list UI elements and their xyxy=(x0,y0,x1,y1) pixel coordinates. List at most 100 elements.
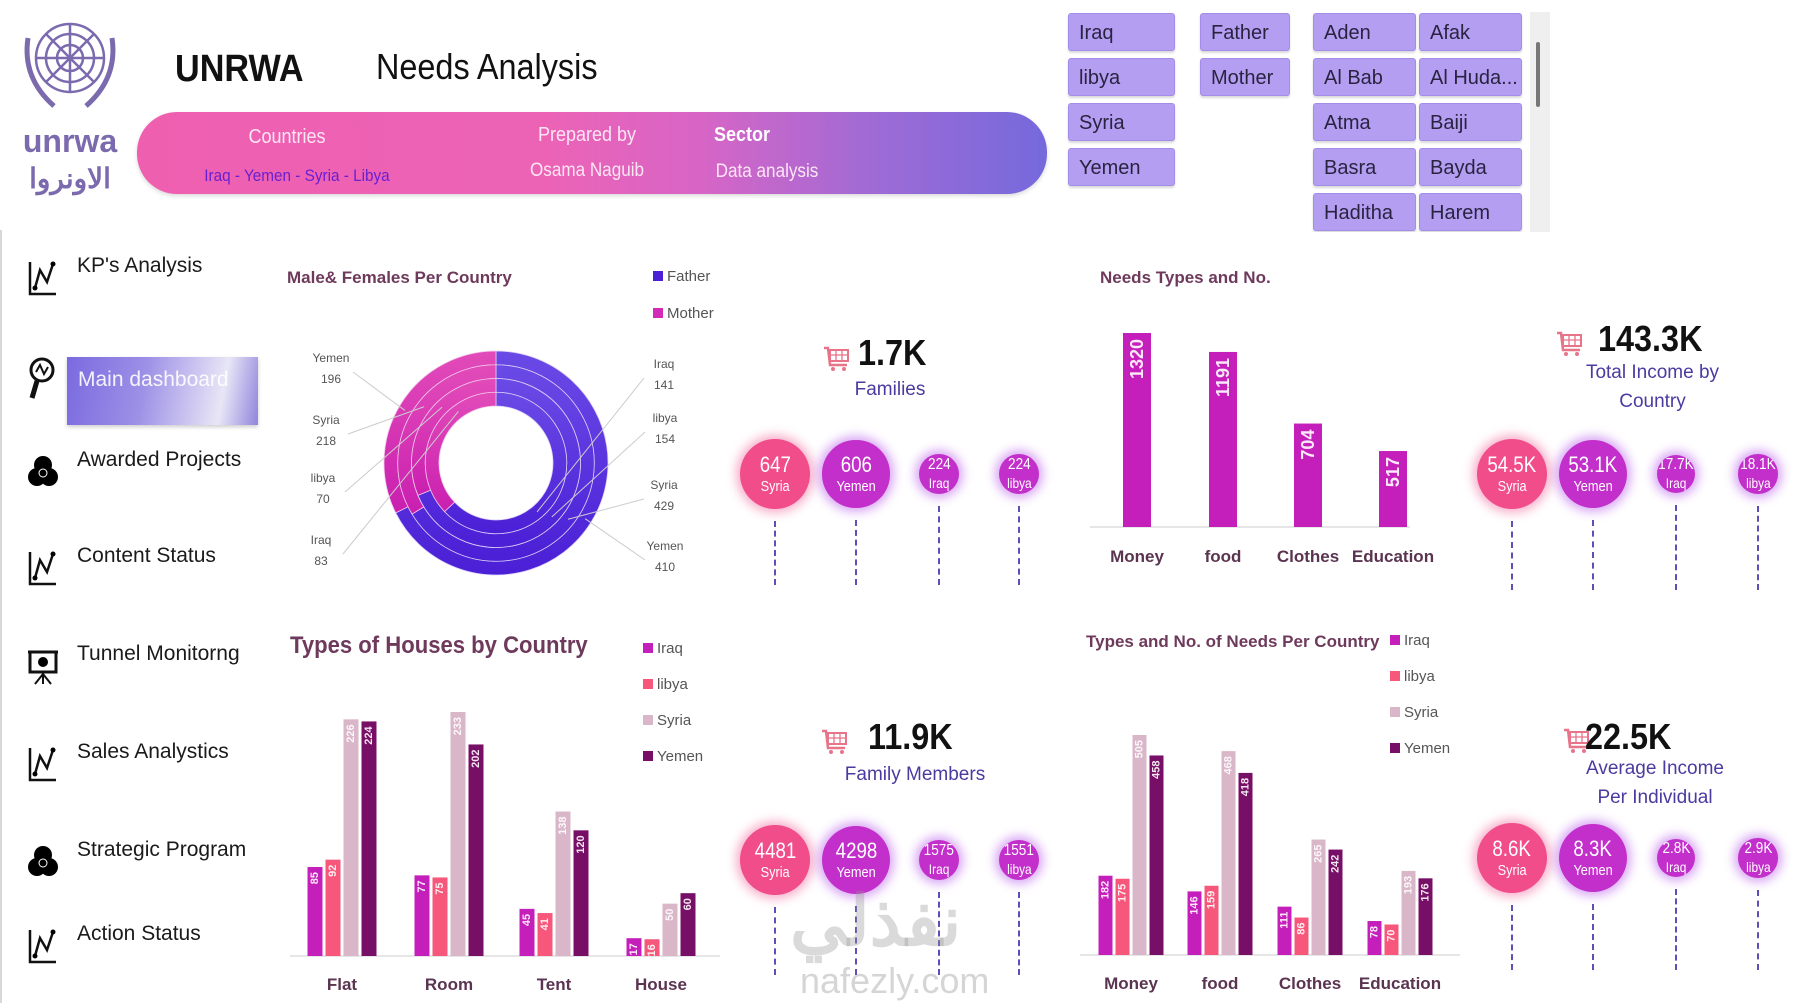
leader-line xyxy=(342,411,459,555)
legend-label: Yemen xyxy=(657,748,704,765)
slicer-item-parent[interactable]: Mother xyxy=(1200,58,1290,96)
bar-data-label: 224 xyxy=(363,726,375,745)
sidebar-item-content-status[interactable]: Content Status xyxy=(20,538,270,598)
bubble-stem xyxy=(1018,891,1020,975)
bar-data-label: 16 xyxy=(646,944,658,956)
slicer-item-city[interactable]: Afak xyxy=(1419,13,1522,51)
bar-room-yemen xyxy=(468,744,484,956)
donut-chart: Yemen 196 Yemen 410 Syria 218 Syria 429 libya 70 l… xyxy=(311,350,683,576)
bubble-value: 53.1K xyxy=(1568,451,1618,477)
x-tick-label: Money xyxy=(1104,974,1158,993)
bubble-value: 1575 xyxy=(923,842,955,860)
slicer-item-country[interactable]: Yemen xyxy=(1068,148,1175,186)
kpi-bubble-libya[interactable]: 2.9K libya xyxy=(1738,838,1778,878)
slicer-item-city[interactable]: Harem xyxy=(1419,193,1522,231)
donut-label-father-value: 154 xyxy=(655,432,675,446)
kpi-bubble-iraq[interactable]: 2.8K Iraq xyxy=(1656,838,1696,878)
bar-data-label: 505 xyxy=(1134,740,1146,758)
sidebar-item-label: KP's Analysis xyxy=(77,254,203,277)
legend-label: Iraq xyxy=(657,640,683,657)
sidebar-item-strategic-program[interactable]: Strategic Program xyxy=(20,832,270,892)
leader-line xyxy=(352,371,406,411)
unrwa-logo: unrwa الاونروا xyxy=(14,8,126,198)
bar-data-label: 418 xyxy=(1240,778,1252,796)
bar-data-label: 41 xyxy=(539,918,551,930)
bar-data-label: 202 xyxy=(470,749,482,767)
bar-room-iraq xyxy=(414,875,430,956)
bar-data-label: 1191 xyxy=(1213,358,1233,397)
x-tick-label: Education xyxy=(1359,974,1441,993)
bar-food-iraq xyxy=(1187,891,1202,955)
bubble-value: 8.6K xyxy=(1492,836,1532,861)
bar-tent-syria xyxy=(555,811,571,956)
slicer-item-city[interactable]: Al Bab xyxy=(1313,58,1416,96)
donut-label-father-country: Iraq xyxy=(654,357,675,371)
bar-food-libya xyxy=(1204,885,1219,955)
slicer-item-city[interactable]: Atma xyxy=(1313,103,1416,141)
kpi-bubble-libya[interactable]: 18.1K libya xyxy=(1738,454,1778,494)
bar-data-label: 458 xyxy=(1151,760,1163,778)
city-slicer-scroll-thumb[interactable] xyxy=(1536,42,1540,107)
kpi-bubble-yemen[interactable]: 8.3K Yemen xyxy=(1558,823,1628,893)
donut-slice-mother-iraq xyxy=(424,391,497,513)
kpi-label: Families xyxy=(854,379,926,400)
bar-data-label: 138 xyxy=(557,816,569,834)
donut-chart-title: Male& Females Per Country xyxy=(287,268,512,287)
bubble-stem xyxy=(855,906,857,975)
countries-label: Countries xyxy=(248,126,326,148)
sidebar-item-tunnel-monitorng[interactable]: Tunnel Monitorng xyxy=(20,636,270,696)
city-slicer-scrollbar[interactable] xyxy=(1530,12,1550,232)
sidebar-item-label: Main dashboard xyxy=(78,368,229,391)
slicer-item-city[interactable]: Haditha xyxy=(1313,193,1416,231)
bar-data-label: 92 xyxy=(327,865,339,877)
bar-room-syria xyxy=(450,712,466,956)
slicer-item-country[interactable]: Syria xyxy=(1068,103,1175,141)
kpi-bubble-iraq[interactable]: 224 Iraq xyxy=(919,454,959,494)
legend-swatch xyxy=(643,643,653,653)
slicer-item-city[interactable]: Al Huda... xyxy=(1419,58,1522,96)
svg-text:الاونروا: الاونروا xyxy=(29,163,111,196)
donut-label-mother-value: 83 xyxy=(314,554,328,568)
legend-mother: Mother xyxy=(653,305,714,322)
sidebar-item-kp-s-analysis[interactable]: KP's Analysis xyxy=(20,248,270,308)
bar-data-label: 265 xyxy=(1313,845,1325,863)
bar-data-label: 70 xyxy=(1386,930,1398,942)
slicer-item-parent[interactable]: Father xyxy=(1200,13,1290,51)
kpi-bubble-yemen[interactable]: 4298 Yemen xyxy=(821,825,891,895)
sector-label: Sector xyxy=(713,124,771,146)
bar-education-iraq xyxy=(1367,921,1382,955)
bar-data-label: 50 xyxy=(664,909,676,921)
bubble-country: libya xyxy=(1006,475,1032,492)
slicer-item-city[interactable]: Bayda xyxy=(1419,148,1522,186)
slicer-item-country[interactable]: libya xyxy=(1068,58,1175,96)
bar-data-label: 193 xyxy=(1403,876,1415,894)
brand-title: UNRWA xyxy=(175,48,304,90)
slicer-item-city[interactable]: Basra xyxy=(1313,148,1416,186)
kpi-bubble-syria[interactable]: 8.6K Syria xyxy=(1477,823,1547,893)
bar-flat-iraq xyxy=(307,866,323,956)
bubble-stem xyxy=(938,892,940,975)
sidebar-item-awarded-projects[interactable]: Awarded Projects xyxy=(20,442,270,502)
bubble-stem xyxy=(1592,520,1594,590)
sidebar-item-sales-analystics[interactable]: Sales Analystics xyxy=(20,734,270,794)
kpi-bubble-yemen[interactable]: 606 Yemen xyxy=(822,440,890,508)
sidebar-item-main-dashboard[interactable]: Main dashboard xyxy=(20,348,270,408)
kpi-bubble-iraq[interactable]: 17.7K Iraq xyxy=(1656,454,1696,494)
kpi-bubble-iraq[interactable]: 1575 Iraq xyxy=(918,839,960,881)
slicer-item-city[interactable]: Aden xyxy=(1313,13,1416,51)
x-tick-label: Clothes xyxy=(1279,974,1341,993)
kpi-value: 1.7K xyxy=(858,332,927,373)
kpi-bubble-syria[interactable]: 54.5K Syria xyxy=(1477,439,1547,509)
kpi-bubble-libya[interactable]: 224 libya xyxy=(999,454,1039,494)
donut-label-father-value: 141 xyxy=(654,378,674,392)
watermark-arabic: نفذلي xyxy=(790,882,962,960)
kpi-bubble-libya[interactable]: 1551 libya xyxy=(999,840,1039,880)
sidebar-item-action-status[interactable]: Action Status xyxy=(20,916,270,976)
bubble-value: 224 xyxy=(1007,456,1031,474)
svg-text:unrwa: unrwa xyxy=(23,123,117,159)
kpi-bubble-syria[interactable]: 647 Syria xyxy=(740,439,810,509)
kpi-bubble-yemen[interactable]: 53.1K Yemen xyxy=(1558,439,1628,509)
slicer-item-country[interactable]: Iraq xyxy=(1068,13,1175,51)
slicer-item-city[interactable]: Baiji xyxy=(1419,103,1522,141)
kpi-bubble-syria[interactable]: 4481 Syria xyxy=(740,825,810,895)
